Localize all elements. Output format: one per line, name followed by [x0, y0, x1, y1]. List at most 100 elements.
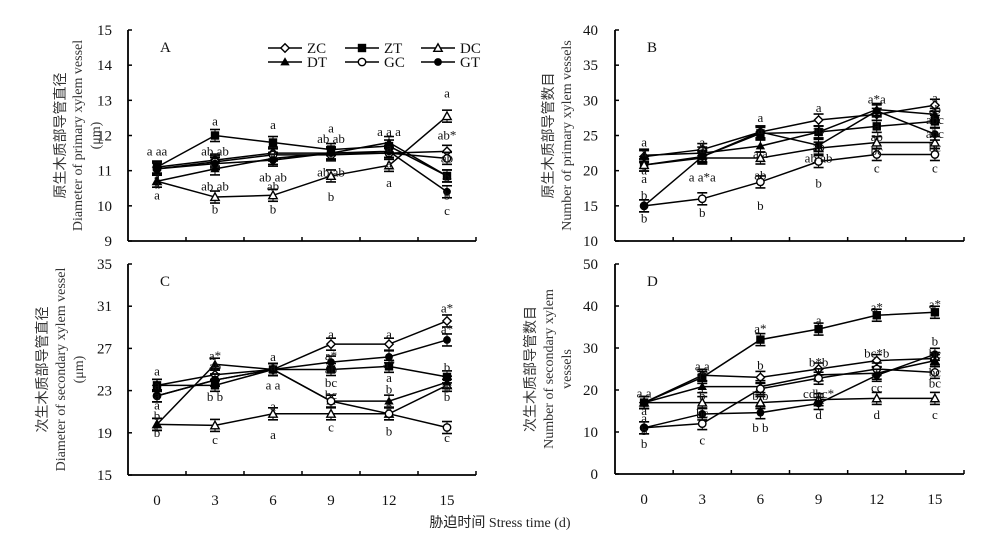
significance-label: a [641, 163, 647, 178]
data-point-gt-circle-marker [698, 410, 707, 418]
data-point-zc-diamond-marker [325, 338, 337, 350]
significance-label: a [270, 145, 276, 160]
significance-label: a [444, 85, 450, 100]
data-point-gt-circle-marker [269, 156, 277, 165]
significance-label: a a a [377, 124, 401, 139]
y-tick-label: 20 [583, 164, 598, 180]
data-point-gc-circle-marker [442, 423, 452, 432]
data-point-gc-circle-marker [814, 373, 823, 383]
significance-label: a [154, 397, 160, 412]
data-point-dc-triangle-marker [755, 152, 766, 163]
panel-letter: B [647, 40, 657, 56]
data-point-gt-circle-marker [153, 165, 161, 173]
legend-item-gc: GC [345, 55, 405, 71]
legend: ZC ZT DC DT GC GT [268, 41, 481, 71]
significance-label: a a [695, 358, 710, 373]
y-axis-label-unit: vessels [560, 349, 575, 389]
y-tick-label: 35 [583, 58, 598, 74]
x-tick-label: 3 [211, 493, 219, 509]
y-tick-label: 30 [583, 93, 598, 109]
data-point-dt-triangle-marker [930, 109, 940, 118]
significance-label: b b [752, 388, 768, 403]
significance-label: b [386, 398, 393, 413]
y-axis-label-english: Number of secondary xylem [542, 289, 557, 449]
data-point-dt-triangle-marker [442, 171, 452, 180]
data-point-zt-square-marker [210, 131, 220, 140]
y-tick-label: 13 [97, 93, 112, 109]
legend-item-zc: ZC [268, 41, 326, 57]
significance-label: b [699, 388, 706, 403]
significance-label: a [641, 144, 647, 159]
y-axis-label-chinese: 原生木质部导管直径 [52, 73, 69, 199]
y-axis-label-english: Number of primary xylem vessels [560, 40, 575, 231]
significance-label: a [758, 110, 764, 125]
series-line-dt [156, 141, 448, 182]
panel-a: 9 10 11 12 13 14 15 A 原生木质部导管直径 Diameter of prima… [52, 23, 477, 250]
significance-label: c [874, 161, 880, 176]
significance-label: b [270, 201, 277, 216]
series-line-dc [644, 397, 935, 404]
data-point-dc-triangle-marker [441, 110, 453, 121]
y-axis-label-chinese: 原生木质部导管数目 [541, 73, 557, 199]
y-tick-label: 9 [105, 234, 113, 250]
significance-label: a* [209, 348, 221, 363]
x-tick-label: 12 [382, 493, 397, 509]
significance-label: bc [696, 406, 709, 421]
legend-item-zt: ZT [345, 41, 402, 57]
data-point-dt-triangle-marker [210, 359, 220, 368]
legend-label: ZT [384, 41, 402, 57]
significance-label: bc*b [864, 345, 889, 360]
significance-label: a* [383, 356, 395, 371]
data-point-zt-square-marker [268, 138, 278, 147]
y-tick-label: 14 [97, 58, 113, 74]
data-point-dt-triangle-marker [639, 397, 649, 406]
panel-letter: A [160, 40, 171, 56]
significance-label: abc [926, 126, 944, 141]
series-line-dc [643, 141, 935, 166]
significance-label: b [444, 389, 451, 404]
data-point-zt-square-marker [872, 122, 881, 131]
data-point-dt-triangle-marker [442, 377, 452, 386]
significance-label: a [212, 113, 218, 128]
legend-label: ZC [307, 41, 326, 57]
y-tick-label: 15 [583, 199, 598, 215]
significance-label: c [444, 203, 450, 218]
significance-label: a* [325, 348, 337, 363]
significance-label: bc [325, 387, 338, 402]
y-tick-label: 10 [583, 425, 598, 441]
y-axis-label-unit: (μm) [72, 355, 87, 383]
significance-label: abc [926, 112, 944, 127]
data-point-gt-circle-marker [814, 141, 823, 150]
data-point-dt-triangle-marker [639, 150, 649, 159]
data-point-dc-triangle-marker [383, 159, 395, 170]
significance-label: a* [754, 321, 766, 336]
significance-label: a [641, 411, 647, 426]
x-tick-label: 12 [869, 492, 884, 508]
significance-label: b [641, 187, 648, 202]
significance-label: a a [266, 377, 281, 392]
series-line-dt [156, 363, 448, 425]
y-axis-label-unit: (μm) [89, 121, 104, 149]
significance-label: b [444, 359, 451, 374]
significance-label: a [154, 377, 160, 392]
significance-label: b [641, 210, 648, 225]
x-tick-label: 9 [815, 492, 823, 508]
series-line-gt [643, 110, 936, 207]
legend-label: GT [460, 55, 480, 71]
data-point-gt-circle-marker [443, 336, 451, 344]
series-line-zc [156, 150, 448, 168]
data-point-gc-circle-marker [697, 194, 707, 204]
significance-label: ab* [438, 128, 457, 143]
data-point-dt-triangle-marker [813, 127, 824, 136]
panel-letter: D [647, 274, 658, 290]
legend-label: DC [460, 41, 481, 57]
significance-label: a* [696, 368, 708, 383]
significance-label: b [641, 436, 648, 451]
y-tick-label: 0 [591, 467, 599, 483]
series-gt [639, 347, 940, 435]
y-tick-label: 19 [97, 426, 112, 442]
data-point-gt-circle-marker [756, 408, 765, 417]
data-point-dc-triangle-marker [209, 419, 221, 430]
significance-label: b [757, 198, 764, 213]
significance-label: a [641, 135, 647, 150]
